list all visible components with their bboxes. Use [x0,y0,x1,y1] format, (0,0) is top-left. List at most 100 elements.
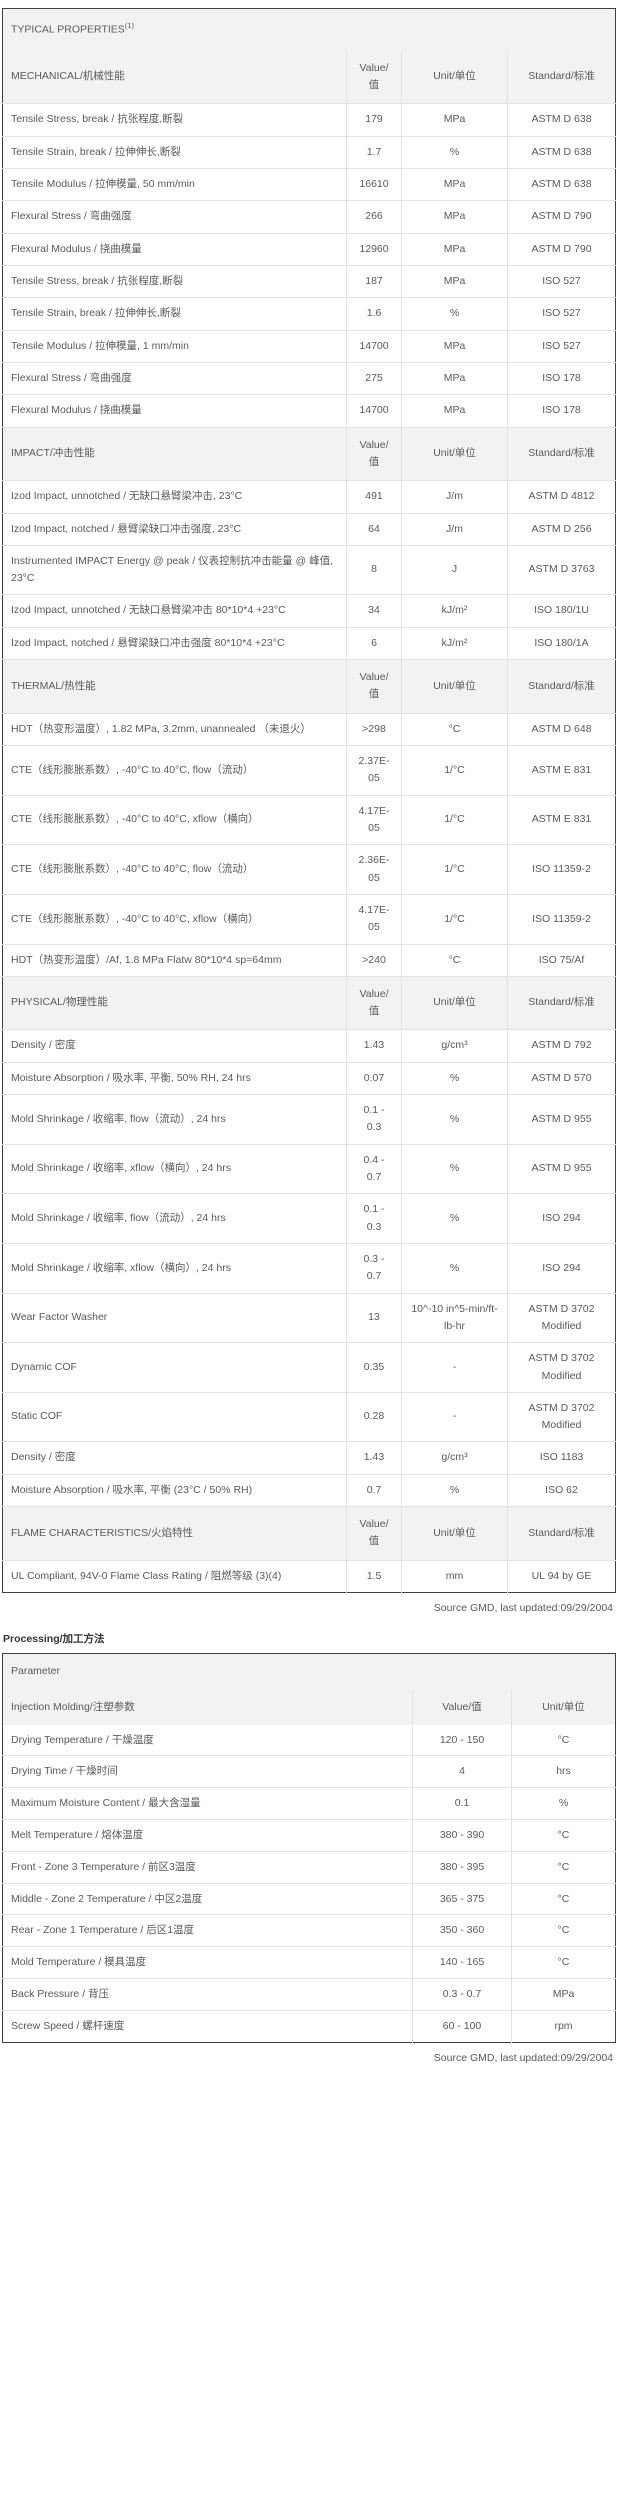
parameter-name: Rear - Zone 1 Temperature / 后区1温度 [2,1914,413,1948]
column-header-unit: Unit/单位 [401,427,508,482]
property-unit: kJ/m² [401,627,508,661]
processing-col-unit: Unit/单位 [511,1689,616,1725]
property-standard: ISO 1183 [507,1441,616,1475]
section-name: THERMAL/热性能 [2,659,347,714]
property-unit: mm [401,1560,508,1593]
property-name: Moisture Absorption / 吸水率, 平衡 (23°C / 50… [2,1474,347,1508]
property-name: Izod Impact, unnotched / 无缺口悬臂梁冲击 80*10*… [2,594,347,628]
property-value: >240 [346,944,402,977]
property-value: 0.7 [346,1474,402,1508]
table-row: Density / 密度 1.43 g/cm³ ASTM D 792 [2,1029,616,1063]
table-row: Tensile Strain, break / 拉伸伸长,断裂 1.7% ASTM … [2,136,616,170]
property-unit: 1/°C [401,894,508,945]
processing-rows: Drying Temperature / 干燥温度 120 - 150 °C Dryi… [2,1724,616,2043]
column-header-unit: Unit/单位 [401,1506,508,1561]
property-name: HDT（热变形温度）/Af, 1.8 MPa Flatw 80*10*4 sp=… [2,944,347,977]
section-name: FLAME CHARACTERISTICS/火焰特性 [2,1506,347,1561]
section-header-row: PHYSICAL/物理性能 Value/ 值 Unit/单位 Standard/标准 [2,976,616,1031]
parameter-unit: °C [511,1851,616,1884]
property-standard: ISO 75/Af [507,944,616,977]
column-header-unit: Unit/单位 [401,976,508,1031]
property-name: Flexural Modulus / 挠曲模量 [2,394,347,428]
property-name: Static COF [2,1392,347,1443]
section-name: IMPACT/冲击性能 [2,427,347,482]
parameter-value: 140 - 165 [412,1946,512,1979]
property-value: 4.17E-05 [346,894,402,945]
parameter-value: 60 - 100 [412,2010,512,2043]
table-row: Flexural Modulus / 挠曲模量 14700 MPa ISO 178 [2,394,616,428]
property-standard: ASTM D 570 [507,1062,616,1096]
property-value: 14700 [346,394,402,428]
property-name: Density / 密度 [2,1441,347,1475]
table-row: Izod Impact, unnotched / 无缺口悬臂梁冲击 80*10*… [2,594,616,628]
property-name: HDT（热变形温度）, 1.82 MPa, 3.2mm, unannealed … [2,713,347,747]
property-value: 1.43 [346,1029,402,1063]
property-name: Mold Shrinkage / 收缩率, flow（流动）, 24 hrs [2,1094,347,1145]
property-value: 0.4 - 0.7 [346,1144,402,1195]
property-value: 0.3 - 0.7 [346,1243,402,1294]
processing-col-value: Value/值 [412,1689,512,1725]
table-row: Izod Impact, notched / 悬臂梁缺口冲击强度 80*10*4… [2,627,616,661]
property-unit: g/cm³ [401,1441,508,1475]
property-value: 1.43 [346,1441,402,1475]
table-row: Tensile Modulus / 拉伸模量, 50 mm/min 16610 MP… [2,168,616,202]
property-standard: ASTM D 638 [507,136,616,170]
parameter-unit: rpm [554,2019,573,2032]
parameter-unit: °C [511,1946,616,1979]
property-name: CTE（线形膨胀系数）, -40°C to 40°C, flow（流动） [2,844,347,895]
parameter-unit: °C [511,1883,616,1916]
property-value: 0.07 [346,1062,402,1096]
table-row: Flexural Stress / 弯曲强度 275 MPa ISO 178 [2,362,616,396]
property-standard: ASTM D 648 [507,713,616,747]
property-standard: ASTM D 792 [507,1029,616,1063]
table-row: Flexural Modulus / 挠曲模量 12960 MPa ASTM D 79… [2,233,616,267]
parameter-name: Middle - Zone 2 Temperature / 中区2温度 [2,1883,413,1916]
property-value: 12960 [346,233,402,267]
table-row: Wear Factor Washer 13 10^-10 in^5-min/ft-l… [2,1293,616,1344]
section-header-row: MECHANICAL/机械性能 Value/ 值 Unit/单位 Standard/标… [2,50,616,105]
property-name: Mold Shrinkage / 收缩率, flow（流动）, 24 hrs [2,1193,347,1244]
column-header-standard: Standard/标准 [507,427,616,482]
table-row: Screw Speed / 螺杆速度 60 - 100 rpm [2,2010,616,2043]
column-header-standard: Standard/标准 [507,659,616,714]
property-standard: ASTM D 256 [507,513,616,546]
property-value: 16610 [346,168,402,202]
property-standard: ASTM D 955 [507,1094,616,1145]
property-unit: - [401,1392,508,1443]
property-standard: ASTM D 638 [507,103,616,137]
property-value: 266 [346,200,402,234]
table-row: Moisture Absorption / 吸水率, 平衡, 50% RH, 2… [2,1062,616,1096]
property-standard: ISO 62 [507,1474,616,1508]
property-value: 179 [346,103,402,137]
property-value: 14700 [346,330,402,363]
parameter-name: Front - Zone 3 Temperature / 前区3温度 [2,1851,413,1884]
table-row: HDT（热变形温度）, 1.82 MPa, 3.2mm, unannealed … [2,713,616,747]
table-row: HDT（热变形温度）/Af, 1.8 MPa Flatw 80*10*4 sp=… [2,944,616,977]
property-value: 2.37E-05 [346,745,402,796]
property-standard: ISO 527 [507,330,616,363]
property-unit: kJ/m² [401,594,508,628]
property-unit: % [401,1193,508,1244]
parameter-unit: °C [511,1724,616,1757]
table-row: CTE（线形膨胀系数）, -40°C to 40°C, xflow（横向） 4.1… [2,795,616,846]
property-unit: 1/°C [401,844,508,895]
parameter-unit: MPa [511,1978,616,2011]
property-unit: % [401,1243,508,1294]
column-header-value: Value/ 值 [346,976,402,1031]
property-unit: J/m [401,513,508,546]
property-standard: ISO 178 [507,394,616,428]
typical-properties-body: TYPICAL PROPERTIES(1) [2,8,616,51]
table-row: Izod Impact, unnotched / 无缺口悬臂梁冲击, 23°C 4… [2,480,616,514]
table-row: CTE（线形膨胀系数）, -40°C to 40°C, flow（流动） 2.37… [2,745,616,796]
property-unit: % [401,136,508,170]
property-name: Flexural Stress / 弯曲强度 [2,200,347,234]
table-row: CTE（线形膨胀系数）, -40°C to 40°C, xflow（横向） 4.1… [2,894,616,945]
column-header-value: Value/ 值 [346,427,402,482]
property-name: Tensile Modulus / 拉伸模量, 50 mm/min [2,168,347,202]
column-header-standard: Standard/标准 [507,976,616,1031]
table-row: Back Pressure / 背压 0.3 - 0.7 MPa [2,1978,616,2011]
processing-parameter-title: Parameter [2,1653,616,1690]
property-unit: MPa [401,265,508,299]
column-header-value: Value/ 值 [346,659,402,714]
typical-properties-title-cell: TYPICAL PROPERTIES(1) [2,8,616,51]
